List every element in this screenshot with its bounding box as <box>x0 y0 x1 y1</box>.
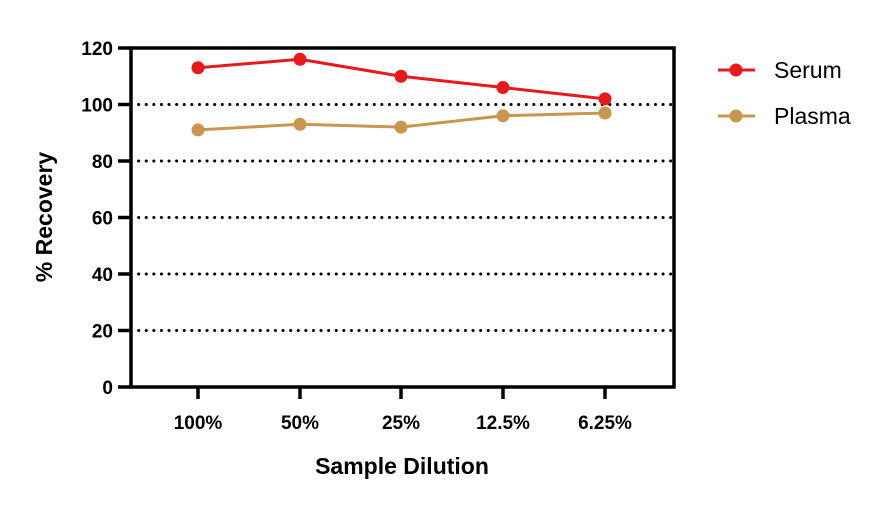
data-point <box>394 69 408 83</box>
x-tick-label: 100% <box>174 413 223 434</box>
y-tick-label: 40 <box>92 265 113 286</box>
legend-marker <box>729 63 743 77</box>
series-serum <box>191 52 612 106</box>
legend-label: Plasma <box>774 103 851 129</box>
data-point <box>293 52 307 66</box>
y-tick-label: 20 <box>92 322 113 343</box>
data-point <box>293 117 307 131</box>
legend-marker <box>729 109 743 123</box>
data-point <box>598 92 612 106</box>
y-tick-label: 80 <box>92 152 113 173</box>
data-point <box>394 120 408 134</box>
x-axis-ticks: 100% 50% 25% 12.5% 6.25% <box>174 387 632 434</box>
legend-item: Plasma <box>718 103 851 129</box>
y-axis-title: % Recovery <box>31 152 57 283</box>
y-tick-label: 60 <box>92 209 113 230</box>
y-tick-label: 100 <box>81 96 113 117</box>
legend: Serum Plasma <box>718 57 851 129</box>
y-tick-label: 0 <box>102 378 113 399</box>
data-point <box>598 106 612 120</box>
x-axis-title: Sample Dilution <box>315 453 489 479</box>
series-layer <box>191 52 612 137</box>
x-tick-label: 25% <box>382 413 420 434</box>
y-tick-label: 120 <box>81 39 113 60</box>
data-point <box>496 109 510 123</box>
series-plasma <box>191 106 612 137</box>
legend-item: Serum <box>718 57 842 83</box>
x-tick-label: 12.5% <box>476 413 530 434</box>
x-tick-label: 50% <box>281 413 319 434</box>
y-axis-ticks: 0 20 40 60 80 100 120 <box>81 39 131 399</box>
gridlines <box>129 103 676 332</box>
legend-label: Serum <box>774 57 842 83</box>
data-point <box>191 61 205 75</box>
data-point <box>191 123 205 137</box>
x-tick-label: 6.25% <box>578 413 632 434</box>
data-point <box>496 81 510 95</box>
